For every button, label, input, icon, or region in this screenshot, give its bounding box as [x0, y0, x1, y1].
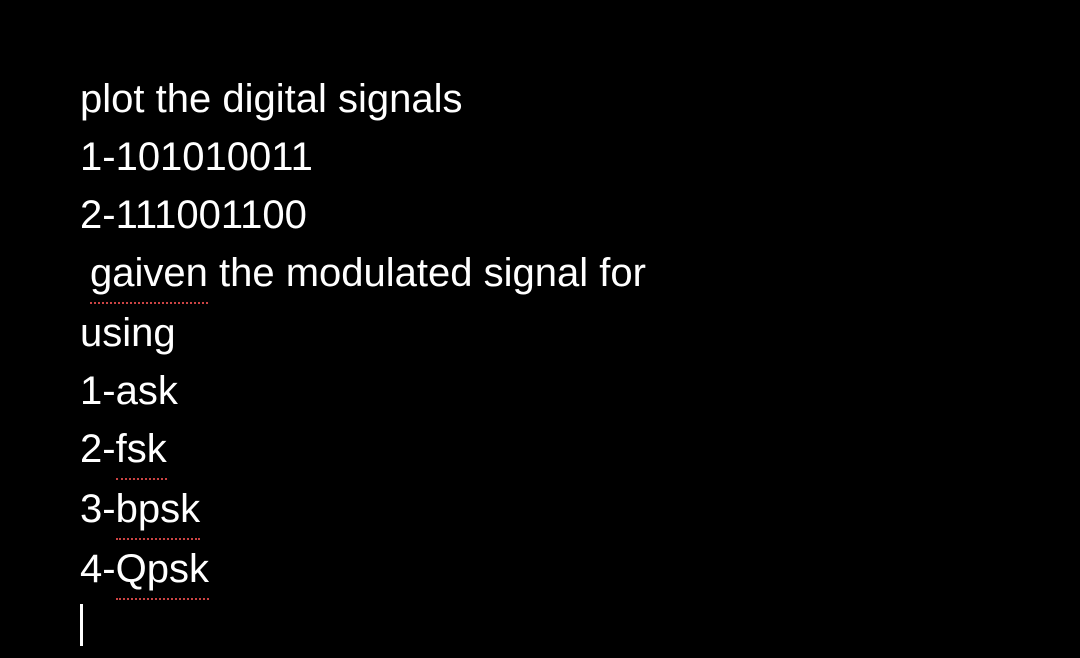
text-line: gaiven the modulated signal for — [80, 244, 1000, 304]
text-span: 2- — [80, 427, 116, 471]
text-line: 2-111001100 — [80, 186, 1000, 244]
text-line: using — [80, 304, 1000, 362]
misspelled-word: gaiven — [90, 244, 208, 304]
text-line: 1-ask — [80, 362, 1000, 420]
text-line: 2-fsk — [80, 420, 1000, 480]
text-line: 4-Qpsk — [80, 540, 1000, 600]
text-line: 3-bpsk — [80, 480, 1000, 540]
text-span: 3- — [80, 487, 116, 531]
text-line: 1-101010011 — [80, 128, 1000, 186]
text-cursor — [80, 604, 83, 646]
text-span: the modulated signal for — [208, 251, 646, 295]
misspelled-word: Qpsk — [116, 540, 209, 600]
cursor-line — [80, 600, 1000, 658]
text-span: 4- — [80, 547, 116, 591]
misspelled-word: bpsk — [116, 480, 201, 540]
text-line: plot the digital signals — [80, 70, 1000, 128]
misspelled-word: fsk — [116, 420, 167, 480]
